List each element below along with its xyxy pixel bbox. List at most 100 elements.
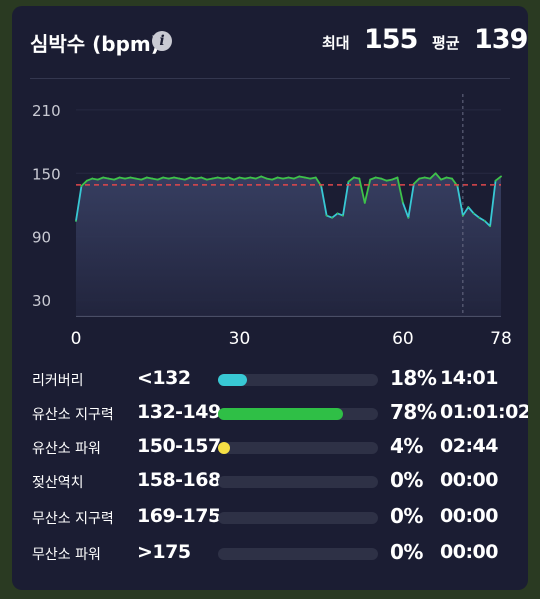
data-point — [309, 177, 312, 180]
data-point — [260, 175, 263, 178]
data-point — [462, 214, 464, 217]
data-point — [336, 212, 339, 215]
series-segment — [205, 177, 214, 181]
data-point — [353, 176, 355, 179]
avg-label: 평균 — [432, 34, 460, 52]
zone-percent: 0% — [390, 504, 423, 528]
series-segment — [178, 177, 186, 181]
zone-row: 무산소 파워 >175 0% 00:00 — [12, 536, 528, 572]
series-segment — [461, 206, 470, 217]
zone-name: 무산소 파워 — [32, 547, 101, 563]
data-point — [440, 178, 442, 181]
data-point — [167, 177, 170, 180]
zone-range: 158-168 — [137, 469, 221, 491]
series-segment — [276, 176, 284, 180]
series-segment — [96, 176, 105, 181]
zone-time: 01:01:02 — [440, 401, 528, 423]
zone-percent: 4% — [390, 434, 423, 458]
series-segment — [211, 176, 219, 180]
data-point — [467, 206, 470, 208]
series-segment — [407, 182, 415, 219]
data-point — [407, 216, 410, 219]
max-label: 최대 — [322, 34, 350, 52]
series-segment — [271, 176, 279, 181]
zone-time: 00:00 — [440, 541, 498, 563]
zone-time: 14:01 — [440, 367, 498, 389]
data-point — [146, 176, 148, 179]
zone-row: 무산소 지구력 169-175 0% 00:00 — [12, 500, 528, 536]
series-segment — [412, 177, 421, 185]
data-point — [75, 220, 77, 222]
data-point — [434, 172, 437, 175]
x-tick-label: 78 — [490, 329, 512, 349]
series-segment — [222, 176, 230, 180]
series-segment — [380, 177, 388, 182]
series-segment — [478, 216, 486, 222]
data-point — [189, 176, 192, 179]
x-tick-label: 30 — [229, 329, 251, 349]
data-point — [423, 176, 426, 179]
zone-name: 유산소 파워 — [32, 441, 101, 457]
zone-range: >175 — [137, 541, 191, 563]
x-tick-label: 60 — [392, 329, 414, 349]
data-point — [304, 176, 306, 179]
series-segment — [385, 178, 393, 182]
series-segment — [418, 176, 426, 180]
series-segment — [363, 178, 372, 204]
data-point — [205, 178, 208, 181]
data-point — [255, 177, 257, 180]
series-segment — [336, 212, 344, 217]
zone-bar-track — [218, 374, 378, 386]
series-segment — [129, 176, 137, 180]
card-header: 심박수 (bpm) i 최대 155 평균 139 — [12, 6, 528, 76]
y-tick-label: 90 — [32, 229, 51, 247]
avg-value: 139 — [474, 24, 528, 55]
series-segment — [369, 176, 377, 181]
data-point — [129, 176, 132, 179]
data-point — [211, 177, 214, 180]
zone-row: 유산소 지구력 132-149 78% 01:01:02 — [12, 396, 528, 432]
zone-percent: 78% — [390, 400, 437, 424]
series-segment — [331, 212, 339, 219]
zone-row: 리커버리 <132 18% 14:01 — [12, 362, 528, 398]
data-point — [451, 177, 453, 180]
series-segment — [244, 176, 252, 180]
data-point — [385, 179, 388, 182]
zone-bar-track — [218, 548, 378, 560]
data-point — [369, 178, 372, 181]
series-segment — [151, 177, 159, 181]
data-point — [107, 177, 110, 180]
series-segment — [254, 175, 263, 180]
heart-rate-card: 심박수 (bpm) i 최대 155 평균 139 30 90 150 210 0 30 6… — [12, 6, 528, 590]
data-point — [282, 177, 284, 180]
series-segment — [233, 176, 241, 181]
zone-range: <132 — [137, 367, 191, 389]
series-segment — [440, 176, 448, 181]
x-tick-label: 0 — [71, 329, 82, 349]
data-point — [265, 177, 268, 180]
data-point — [195, 177, 197, 180]
series-segment — [358, 177, 366, 204]
data-point — [293, 177, 295, 180]
info-icon[interactable]: i — [152, 31, 172, 51]
data-point — [238, 176, 241, 179]
data-point — [358, 177, 361, 180]
area-fill — [76, 173, 501, 316]
data-point — [396, 176, 399, 179]
data-point — [331, 216, 333, 219]
zone-row: 젖산역치 158-168 0% 00:00 — [12, 464, 528, 500]
data-point — [347, 180, 350, 183]
series-segment — [352, 176, 361, 180]
data-point — [249, 176, 252, 179]
series-segment — [320, 185, 328, 217]
zone-time: 02:44 — [440, 435, 498, 457]
series-segment — [445, 176, 453, 180]
data-point — [342, 214, 344, 217]
data-point — [276, 176, 279, 179]
series-segment — [494, 175, 502, 182]
zone-name: 리커버리 — [32, 373, 84, 389]
data-point — [374, 176, 377, 179]
series-segment — [113, 176, 121, 181]
data-point — [96, 178, 99, 181]
data-point — [216, 176, 219, 179]
